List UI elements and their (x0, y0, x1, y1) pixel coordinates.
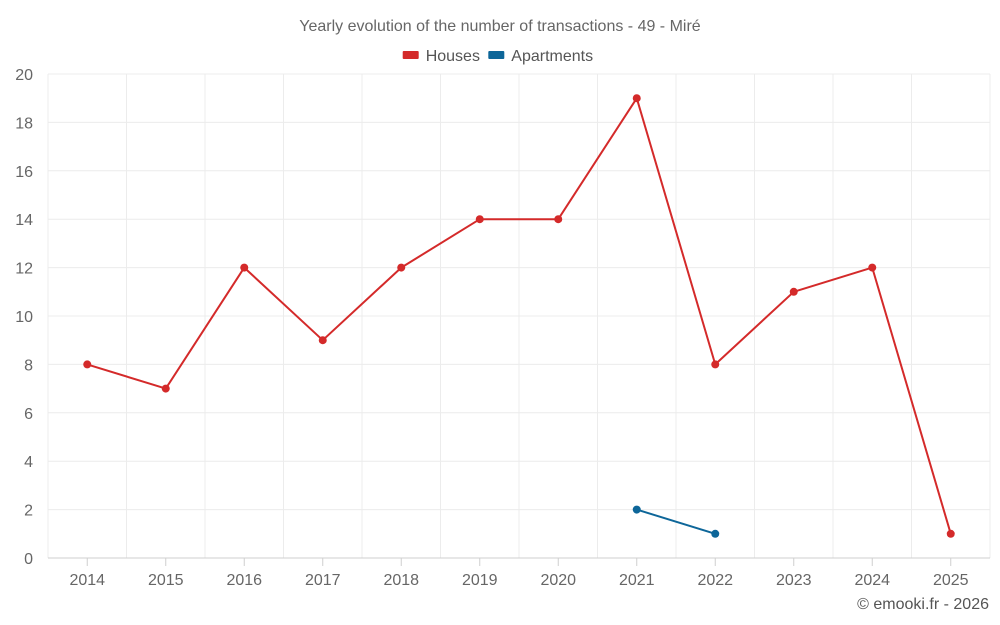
x-tick-label: 2021 (619, 572, 655, 589)
data-point-houses-2024[interactable] (868, 263, 877, 272)
grid (47, 73, 991, 558)
y-axis: 0 2 4 6 8 10 12 14 16 18 20 (15, 67, 33, 568)
x-tick-label: 2014 (69, 572, 105, 589)
data-point-houses-2016[interactable] (240, 263, 249, 272)
series-layer (83, 94, 955, 538)
x-tick-label: 2022 (697, 572, 733, 589)
data-point-houses-2019[interactable] (475, 215, 484, 224)
x-tick-label: 2016 (226, 572, 262, 589)
data-point-houses-2017[interactable] (318, 336, 327, 345)
legend-label: Apartments (511, 48, 593, 65)
x-tick-label: 2017 (305, 572, 341, 589)
x-tick-label: 2025 (933, 572, 969, 589)
y-tick-label: 10 (15, 309, 33, 326)
y-tick-label: 0 (24, 551, 33, 568)
data-point-apartments-2022[interactable] (711, 529, 720, 538)
series-line-houses (86, 97, 952, 535)
data-point-houses-2014[interactable] (83, 360, 92, 369)
x-tick-label: 2023 (776, 572, 812, 589)
data-point-houses-2021[interactable] (632, 94, 641, 103)
data-point-houses-2025[interactable] (946, 529, 955, 538)
x-tick-label: 2015 (148, 572, 184, 589)
x-tick-label: 2024 (854, 572, 890, 589)
y-tick-label: 12 (15, 261, 33, 278)
series-line-apartments (636, 508, 716, 535)
y-tick-label: 2 (24, 503, 33, 520)
data-point-houses-2018[interactable] (397, 263, 406, 272)
y-tick-label: 18 (15, 115, 33, 132)
x-tick-label: 2020 (540, 572, 576, 589)
y-tick-label: 8 (24, 357, 33, 374)
data-point-apartments-2021[interactable] (632, 505, 641, 514)
legend-item-houses[interactable]: Houses (402, 48, 480, 65)
data-point-houses-2015[interactable] (161, 384, 170, 393)
legend-swatch (402, 51, 419, 59)
chart-title: Yearly evolution of the number of transa… (299, 18, 700, 35)
x-tick-label: 2019 (462, 572, 498, 589)
series-apartments (632, 505, 720, 538)
data-point-houses-2023[interactable] (789, 287, 798, 296)
x-axis: 2014 2015 2016 2017 2018 2019 2020 2021 2022 2023… (48, 557, 990, 589)
y-tick-label: 14 (15, 212, 33, 229)
legend: Houses Apartments (402, 48, 593, 65)
legend-item-apartments[interactable]: Apartments (488, 48, 593, 65)
data-point-houses-2022[interactable] (711, 360, 720, 369)
legend-swatch (488, 51, 505, 59)
y-tick-label: 16 (15, 164, 33, 181)
series-houses (83, 94, 955, 538)
y-tick-label: 4 (24, 454, 33, 471)
y-tick-label: 6 (24, 406, 33, 423)
chart-credit: © emooki.fr - 2026 (857, 596, 989, 613)
x-tick-label: 2018 (383, 572, 419, 589)
data-point-houses-2020[interactable] (554, 215, 563, 224)
legend-label: Houses (426, 48, 480, 65)
y-tick-label: 20 (15, 67, 33, 84)
